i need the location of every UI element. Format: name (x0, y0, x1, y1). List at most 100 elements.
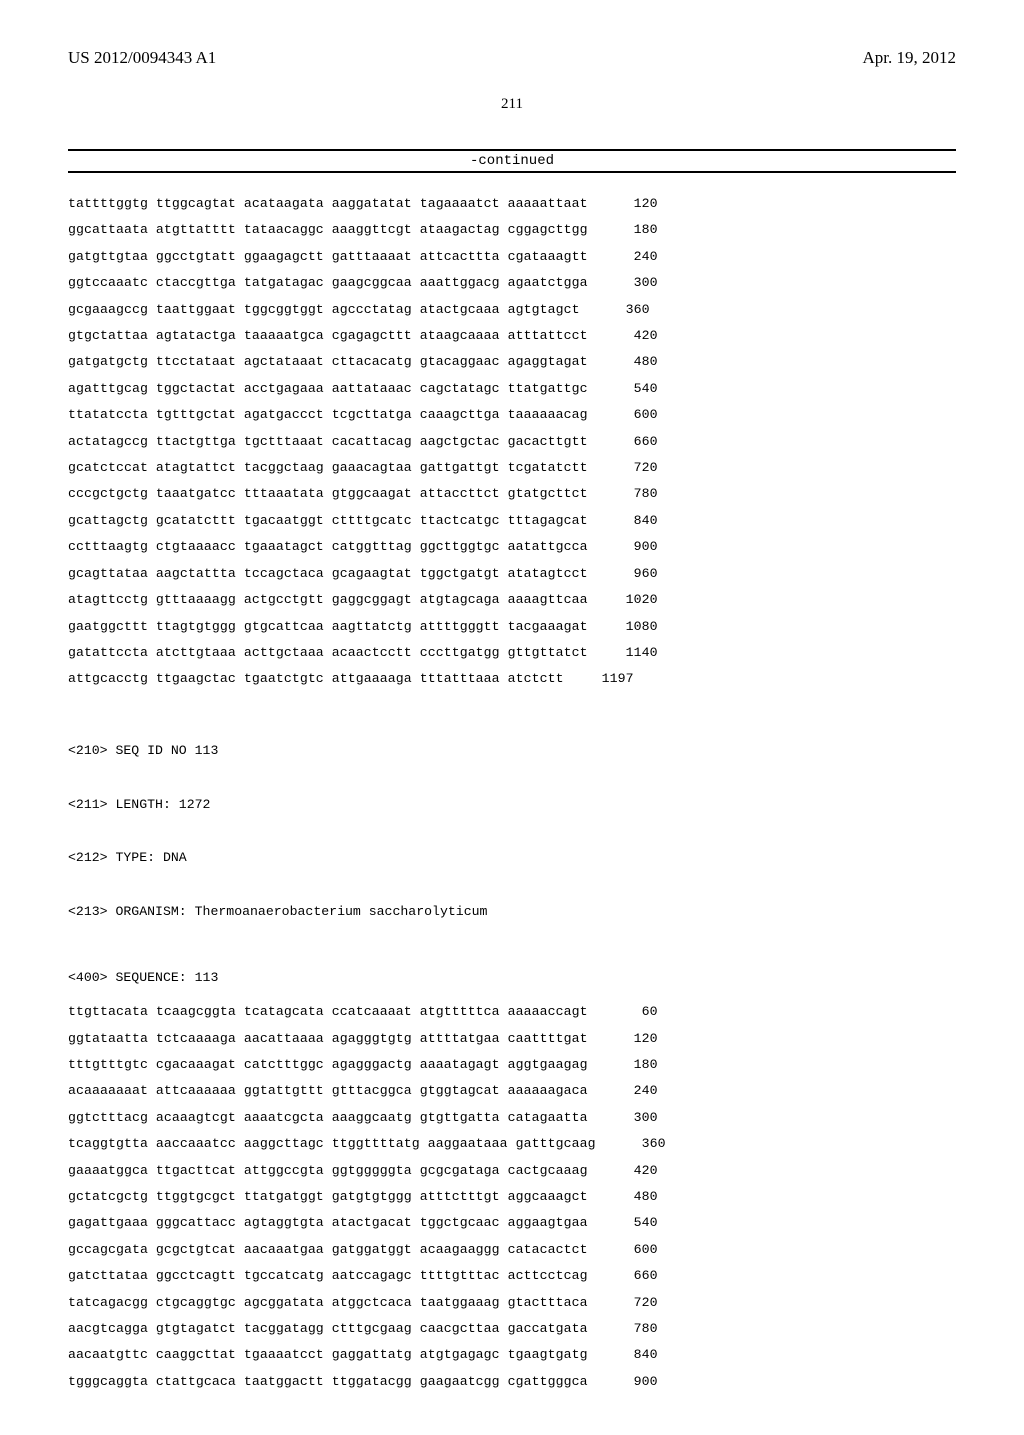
sequence-text: tatcagacgg ctgcaggtgc agcggatata atggctc… (68, 1290, 588, 1316)
sequence-position: 180 (602, 1052, 658, 1078)
sequence-row: tatcagacgg ctgcaggtgc agcggatata atggctc… (68, 1290, 956, 1316)
sequence-text: atagttcctg gtttaaaagg actgcctgtt gaggcgg… (68, 587, 588, 613)
sequence-text: ggtccaaatc ctaccgttga tatgatagac gaagcgg… (68, 270, 588, 296)
sequence-position: 480 (602, 1184, 658, 1210)
sequence-position: 300 (602, 270, 658, 296)
continued-rule: -continued (68, 149, 956, 173)
sequence-row: cccgctgctg taaatgatcc tttaaatata gtggcaa… (68, 481, 956, 507)
sequence-row: atagttcctg gtttaaaagg actgcctgtt gaggcgg… (68, 587, 956, 613)
sequence-text: gccagcgata gcgctgtcat aacaaatgaa gatggat… (68, 1237, 588, 1263)
sequence-row: ggtataatta tctcaaaaga aacattaaaa agagggt… (68, 1026, 956, 1052)
sequence-text: ggtctttacg acaaagtcgt aaaatcgcta aaaggca… (68, 1105, 588, 1131)
sequence-text: gagattgaaa gggcattacc agtaggtgta atactga… (68, 1210, 588, 1236)
sequence-position: 900 (602, 534, 658, 560)
sequence-text: ggcattaata atgttatttt tataacaggc aaaggtt… (68, 217, 588, 243)
sequence-row: gccagcgata gcgctgtcat aacaaatgaa gatggat… (68, 1237, 956, 1263)
sequence-row: gatattccta atcttgtaaa acttgctaaa acaactc… (68, 640, 956, 666)
sequence-row: gcattagctg gcatatcttt tgacaatggt cttttgc… (68, 508, 956, 534)
page-container: US 2012/0094343 A1 Apr. 19, 2012 211 -co… (0, 0, 1024, 1435)
sequence-text: actatagccg ttactgttga tgctttaaat cacatta… (68, 429, 588, 455)
sequence-position: 120 (602, 1026, 658, 1052)
header-row: US 2012/0094343 A1 Apr. 19, 2012 (68, 48, 956, 68)
sequence-row: tattttggtg ttggcagtat acataagata aaggata… (68, 191, 956, 217)
sequence-row: ggtccaaatc ctaccgttga tatgatagac gaagcgg… (68, 270, 956, 296)
publication-number: US 2012/0094343 A1 (68, 48, 216, 68)
sequence-row: actatagccg ttactgttga tgctttaaat cacatta… (68, 429, 956, 455)
sequence-text: attgcacctg ttgaagctac tgaatctgtc attgaaa… (68, 666, 564, 692)
sequence-position: 480 (602, 349, 658, 375)
sequence-text: cccgctgctg taaatgatcc tttaaatata gtggcaa… (68, 481, 588, 507)
sequence-position: 1140 (602, 640, 658, 666)
sequence-text: gaatggcttt ttagtgtggg gtgcattcaa aagttat… (68, 614, 588, 640)
sequence-row: attgcacctg ttgaagctac tgaatctgtc attgaaa… (68, 666, 956, 692)
sequence-text: gcagttataa aagctattta tccagctaca gcagaag… (68, 561, 588, 587)
sequence-position: 60 (602, 999, 658, 1025)
sequence-row: gctatcgctg ttggtgcgct ttatgatggt gatgtgt… (68, 1184, 956, 1210)
sequence-text: gcgaaagccg taattggaat tggcggtggt agcccta… (68, 297, 580, 323)
sequence-position: 1020 (602, 587, 658, 613)
sequence-position: 420 (602, 1158, 658, 1184)
sequence-position: 420 (602, 323, 658, 349)
sequence-position: 840 (602, 1342, 658, 1368)
sequence-row: tcaggtgtta aaccaaatcc aaggcttagc ttggttt… (68, 1131, 956, 1157)
sequence-row: agatttgcag tggctactat acctgagaaa aattata… (68, 376, 956, 402)
sequence-row: gtgctattaa agtatactga taaaaatgca cgagagc… (68, 323, 956, 349)
sequence-position: 300 (602, 1105, 658, 1131)
sequence-row: ttgttacata tcaagcggta tcatagcata ccatcaa… (68, 999, 956, 1025)
sequence-position: 720 (602, 455, 658, 481)
sequence-position: 960 (602, 561, 658, 587)
sequence-text: gtgctattaa agtatactga taaaaatgca cgagagc… (68, 323, 588, 349)
sequence-400-label: <400> SEQUENCE: 113 (68, 970, 956, 985)
sequence-position: 240 (602, 1078, 658, 1104)
sequence-text: tttgtttgtc cgacaaagat catctttggc agaggga… (68, 1052, 588, 1078)
sequence-text: gcatctccat atagtattct tacggctaag gaaacag… (68, 455, 588, 481)
sequence-position: 540 (602, 376, 658, 402)
sequence-text: ttatatccta tgtttgctat agatgaccct tcgctta… (68, 402, 588, 428)
sequence-row: gaaaatggca ttgacttcat attggccgta ggtgggg… (68, 1158, 956, 1184)
sequence-text: gatgttgtaa ggcctgtatt ggaagagctt gatttaa… (68, 244, 588, 270)
sequence-text: tgggcaggta ctattgcaca taatggactt ttggata… (68, 1369, 588, 1395)
sequence-text: gatattccta atcttgtaaa acttgctaaa acaactc… (68, 640, 588, 666)
sequence-text: gatcttataa ggcctcagtt tgccatcatg aatccag… (68, 1263, 588, 1289)
sequence-row: cctttaagtg ctgtaaaacc tgaaatagct catggtt… (68, 534, 956, 560)
sequence-position: 660 (602, 429, 658, 455)
sequence-text: acaaaaaaat attcaaaaaa ggtattgttt gtttacg… (68, 1078, 588, 1104)
sequence-position: 600 (602, 1237, 658, 1263)
sequence-text: gatgatgctg ttcctataat agctataaat cttacac… (68, 349, 588, 375)
sequence-position: 120 (602, 191, 658, 217)
sequence-row: gatcttataa ggcctcagtt tgccatcatg aatccag… (68, 1263, 956, 1289)
sequence-position: 660 (602, 1263, 658, 1289)
sequence-position: 240 (602, 244, 658, 270)
sequence-row: gaatggcttt ttagtgtggg gtgcattcaa aagttat… (68, 614, 956, 640)
sequence-position: 360 (594, 297, 650, 323)
sequence-row: gagattgaaa gggcattacc agtaggtgta atactga… (68, 1210, 956, 1236)
sequence-position: 720 (602, 1290, 658, 1316)
sequence-text: agatttgcag tggctactat acctgagaaa aattata… (68, 376, 588, 402)
publication-date: Apr. 19, 2012 (863, 48, 957, 68)
meta-organism: <213> ORGANISM: Thermoanaerobacterium sa… (68, 903, 956, 921)
sequence-row: gcatctccat atagtattct tacggctaag gaaacag… (68, 455, 956, 481)
sequence-text: ggtataatta tctcaaaaga aacattaaaa agagggt… (68, 1026, 588, 1052)
sequence-position: 780 (602, 481, 658, 507)
sequence-position: 540 (602, 1210, 658, 1236)
sequence-position: 360 (610, 1131, 666, 1157)
sequence-text: tcaggtgtta aaccaaatcc aaggcttagc ttggttt… (68, 1131, 596, 1157)
sequence-row: gcgaaagccg taattggaat tggcggtggt agcccta… (68, 297, 956, 323)
meta-length: <211> LENGTH: 1272 (68, 796, 956, 814)
sequence-block-2: ttgttacata tcaagcggta tcatagcata ccatcaa… (68, 999, 956, 1395)
sequence-position: 600 (602, 402, 658, 428)
sequence-row: gatgatgctg ttcctataat agctataaat cttacac… (68, 349, 956, 375)
sequence-block-1: tattttggtg ttggcagtat acataagata aaggata… (68, 191, 956, 693)
sequence-row: ggtctttacg acaaagtcgt aaaatcgcta aaaggca… (68, 1105, 956, 1131)
sequence-text: gcattagctg gcatatcttt tgacaatggt cttttgc… (68, 508, 588, 534)
sequence-position: 900 (602, 1369, 658, 1395)
sequence-position: 1080 (602, 614, 658, 640)
sequence-row: gatgttgtaa ggcctgtatt ggaagagctt gatttaa… (68, 244, 956, 270)
sequence-text: gaaaatggca ttgacttcat attggccgta ggtgggg… (68, 1158, 588, 1184)
sequence-position: 840 (602, 508, 658, 534)
sequence-text: gctatcgctg ttggtgcgct ttatgatggt gatgtgt… (68, 1184, 588, 1210)
sequence-text: aacaatgttc caaggcttat tgaaaatcct gaggatt… (68, 1342, 588, 1368)
sequence-metadata: <210> SEQ ID NO 113 <211> LENGTH: 1272 <… (68, 707, 956, 956)
sequence-row: ttatatccta tgtttgctat agatgaccct tcgctta… (68, 402, 956, 428)
sequence-row: tgggcaggta ctattgcaca taatggactt ttggata… (68, 1369, 956, 1395)
